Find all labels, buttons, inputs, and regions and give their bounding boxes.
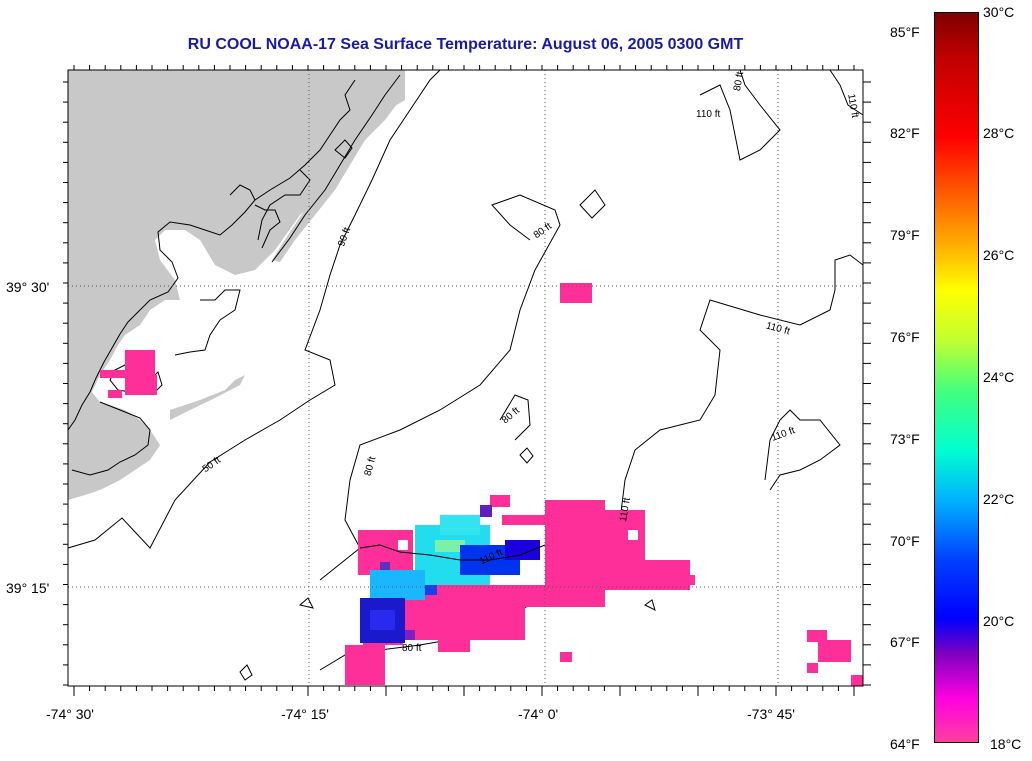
temperature-colorbar (934, 12, 979, 743)
colorbar-c-label: 30°C (983, 4, 1015, 20)
colorbar-c-label: 20°C (983, 613, 1015, 629)
colorbar-f-label: 76°F (890, 329, 920, 345)
grid-lines (68, 70, 863, 686)
coastline (67, 74, 401, 476)
map-plot-area (63, 65, 871, 696)
colorbar-f-label: 73°F (890, 431, 920, 447)
lon-label: -74° 0' (518, 706, 558, 722)
lat-label: 39° 15' (6, 580, 49, 596)
colorbar-f-label: 67°F (890, 634, 920, 650)
colorbar-c-label: 22°C (983, 491, 1015, 507)
colorbar-f-label: 79°F (890, 227, 920, 243)
contour-label: 110 ft (696, 109, 720, 120)
colorbar-f-label: 82°F (890, 125, 920, 141)
lon-label: -73° 45' (747, 706, 795, 722)
colorbar-c-label: 28°C (983, 125, 1015, 141)
axis-ticks (63, 65, 871, 696)
map-title: RU COOL NOAA-17 Sea Surface Temperature:… (187, 36, 744, 53)
contour-overlay (359, 544, 546, 561)
lon-label: -74° 30' (46, 706, 94, 722)
colorbar-c-label: 24°C (983, 369, 1015, 385)
colorbar-c-label: 26°C (983, 247, 1015, 263)
contour-label: 80 ft (402, 643, 422, 654)
lon-label: -74° 15' (281, 706, 329, 722)
contour-label: 80 ft (732, 71, 746, 92)
colorbar-f-label: 64°F (890, 736, 920, 752)
colorbar-c-label: 18°C (990, 736, 1022, 752)
contour-label: 110 ft (618, 497, 633, 523)
contour-label: 110 ft (845, 93, 860, 119)
land-mass (68, 70, 405, 500)
colorbar-f-label: 85°F (890, 24, 920, 40)
barrier-island-south (170, 375, 245, 420)
lat-label: 39° 30' (6, 279, 49, 295)
colorbar-f-label: 70°F (890, 533, 920, 549)
contour-label: 80 ft (363, 455, 379, 477)
